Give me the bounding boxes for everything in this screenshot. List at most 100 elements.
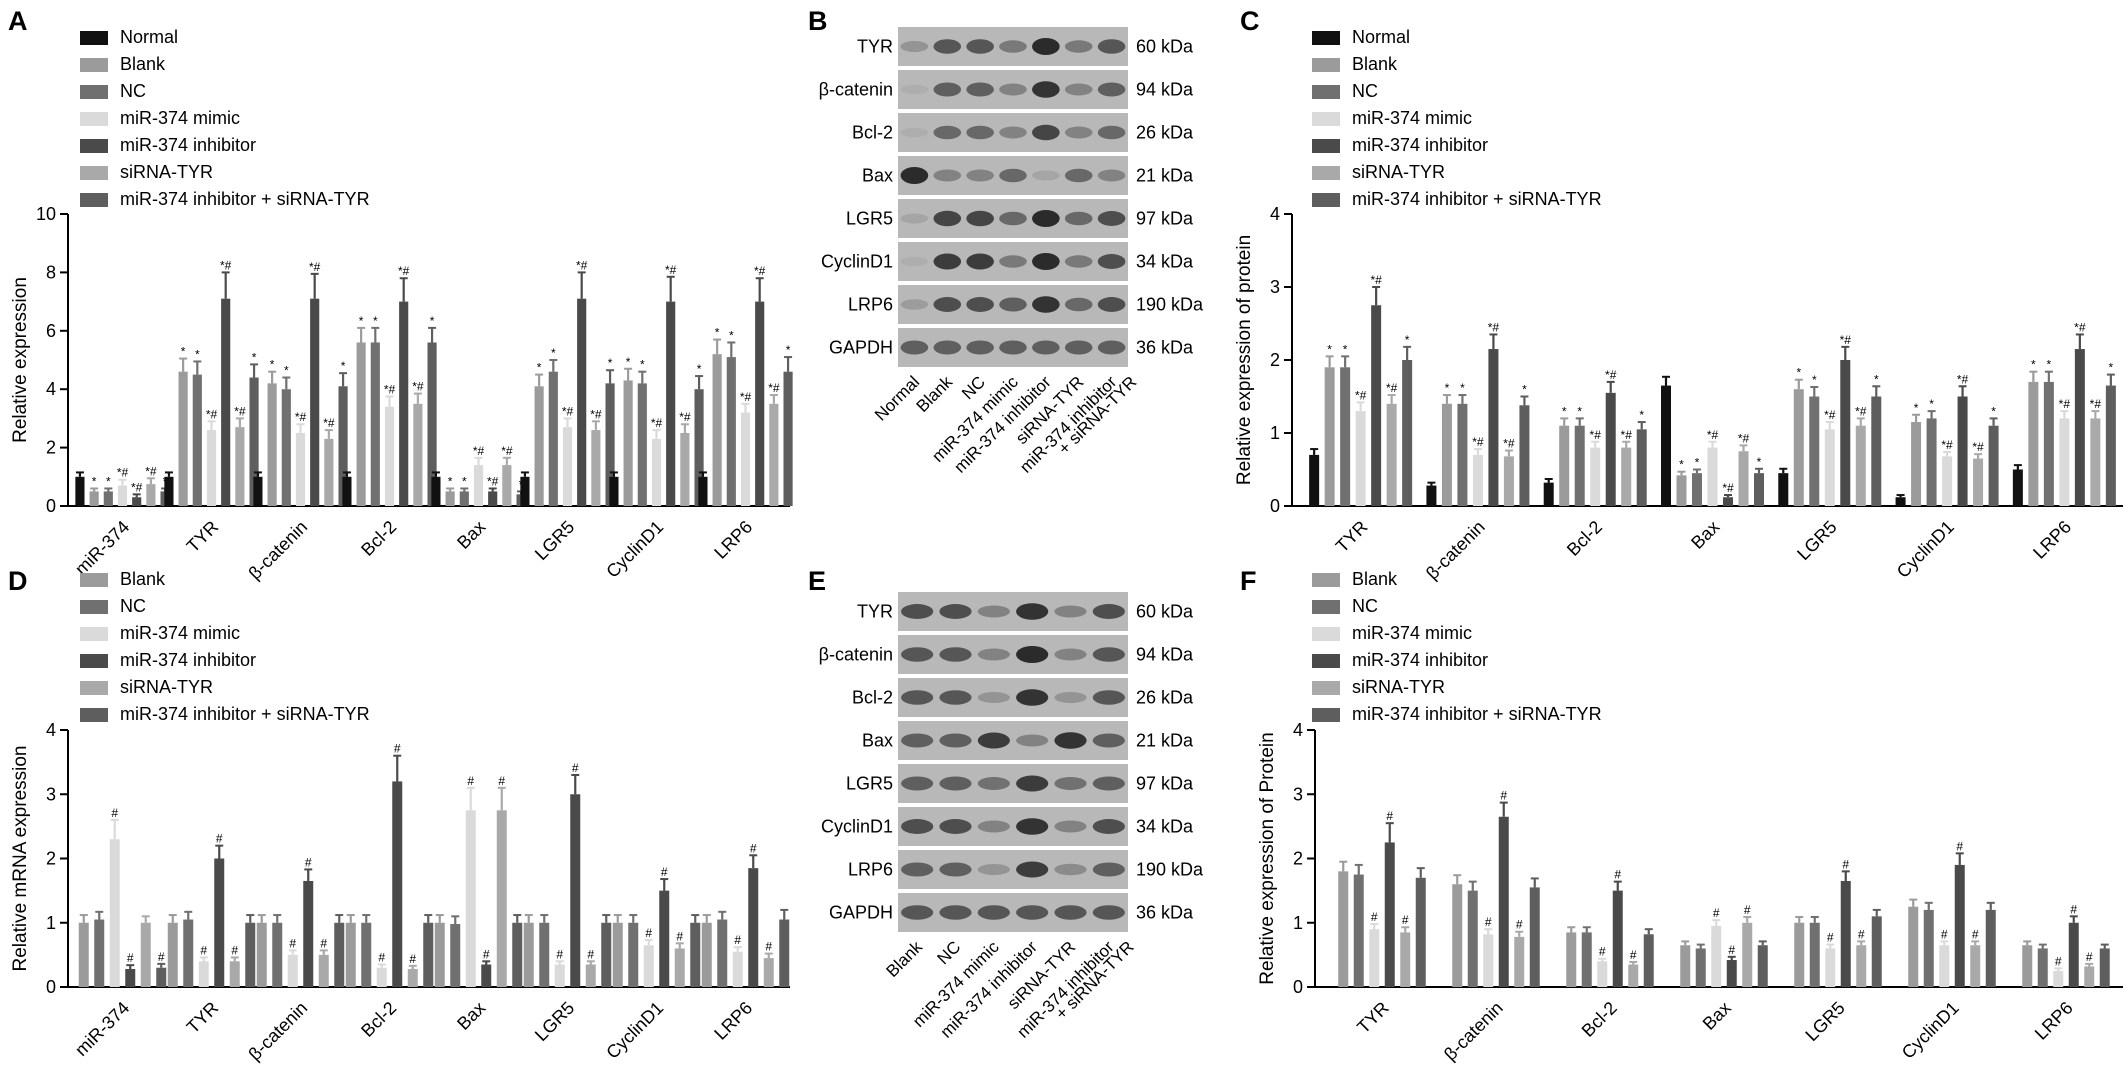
significance-mark: *# <box>1840 333 1852 347</box>
bar-mir-374-inhibitor <box>488 491 498 506</box>
legend-swatch <box>1312 193 1340 207</box>
y-tick-label: 4 <box>1293 720 1303 740</box>
bar-nc <box>726 357 736 506</box>
significance-mark: * <box>551 346 556 360</box>
significance-mark: * <box>697 362 702 376</box>
legend: Normal Blank NC miR-374 mimic miR-374 inhibi… <box>80 27 370 209</box>
bar-blank <box>267 383 277 506</box>
blot-strip <box>898 678 1128 717</box>
significance-mark: # <box>409 952 416 966</box>
bar-mir-374-mimic <box>295 433 306 506</box>
legend-label: siRNA-TYR <box>120 162 213 182</box>
bar-nc <box>459 491 469 506</box>
blot-kda-label: 190 kDa <box>1136 295 1204 315</box>
blot-band <box>900 340 929 355</box>
blot-band <box>900 167 929 184</box>
bar-mir-374-inhibitor-sirna-tyr <box>156 967 167 987</box>
blot-band <box>1097 254 1126 269</box>
bar-blank <box>2022 945 2033 987</box>
significance-mark: # <box>1614 868 1621 882</box>
blot-band <box>933 340 962 355</box>
blot-protein-label: Bcl-2 <box>852 123 893 143</box>
blot-protein-label: Bax <box>862 731 893 751</box>
blot-band <box>900 84 929 95</box>
x-tick-label: CyclinD1 <box>602 998 667 1063</box>
significance-mark: *# <box>768 381 780 395</box>
blot-band <box>901 776 934 791</box>
y-tick-label: 3 <box>46 784 56 804</box>
bar-mir-374-mimic <box>1472 454 1483 506</box>
bar-mir-374-mimic <box>643 945 654 987</box>
bar-mir-374-inhibitor <box>125 969 136 987</box>
bar-mir-374-inhibitor-sirna-tyr <box>1871 916 1882 987</box>
bar-blank <box>1566 932 1577 987</box>
y-tick-label: 4 <box>46 379 56 399</box>
legend-swatch <box>1312 600 1340 614</box>
significance-mark: *# <box>145 464 157 478</box>
blot-e: TYR 60 kDa β-catenin 94 kDa Bcl-2 26 kDa Bax 21… <box>819 592 1204 1042</box>
significance-mark: # <box>467 774 474 788</box>
bar-mir-374-inhibitor <box>1605 392 1616 506</box>
y-tick-label: 0 <box>46 977 56 997</box>
bar-mir-374-inhibitor <box>399 301 409 506</box>
significance-mark: *# <box>1957 372 1969 386</box>
bar-sirna-tyr <box>1742 922 1753 987</box>
bar-mir-374-inhibitor-sirna-tyr <box>2105 385 2116 506</box>
significance-mark: # <box>2070 902 2077 916</box>
bar-normal <box>1778 473 1789 506</box>
x-tick-label: β-catenin <box>1440 998 1507 1065</box>
bar-normal <box>431 476 441 506</box>
blot-protein-label: LRP6 <box>848 295 893 315</box>
blot-kda-label: 60 kDa <box>1136 37 1194 57</box>
bar-nc <box>450 924 461 987</box>
blot-band <box>1064 168 1093 183</box>
blot-band <box>901 690 934 705</box>
bar-blank <box>178 371 188 506</box>
bar-sirna-tyr <box>769 403 779 506</box>
bar-mir-374-inhibitor-sirna-tyr <box>783 371 793 506</box>
x-tick-label: Bax <box>1699 998 1735 1034</box>
significance-mark: * <box>462 474 467 488</box>
legend-swatch <box>80 139 108 153</box>
bar-sirna-tyr <box>1738 451 1749 506</box>
bar-normal <box>1309 454 1320 506</box>
blot-band <box>1064 297 1093 312</box>
blot-protein-label: CyclinD1 <box>821 252 893 272</box>
legend-label: Blank <box>1352 54 1398 74</box>
significance-mark: * <box>1757 455 1762 469</box>
bar-nc <box>1809 922 1820 987</box>
legend-label: siRNA-TYR <box>1352 677 1445 697</box>
significance-mark: # <box>1842 857 1849 871</box>
significance-mark: # <box>216 832 223 846</box>
blot-band <box>1016 734 1049 747</box>
bar-mir-374-inhibitor-sirna-tyr <box>1519 405 1530 506</box>
legend-label: miR-374 inhibitor <box>120 650 256 670</box>
bar-mir-374-mimic <box>206 430 217 506</box>
blot-band <box>1054 820 1087 833</box>
bar-sirna-tyr <box>140 922 151 987</box>
bar-mir-374-inhibitor <box>1957 396 1968 506</box>
blot-band <box>933 125 962 140</box>
significance-mark: *# <box>1488 320 1500 334</box>
bar-blank <box>712 354 722 506</box>
bar-mir-374-inhibitor <box>755 301 765 506</box>
bar-mir-374-mimic <box>117 485 128 506</box>
blot-band <box>1097 340 1126 355</box>
y-tick-label: 2 <box>46 438 56 458</box>
bar-blank <box>1793 389 1804 506</box>
bar-sirna-tyr <box>1628 964 1639 987</box>
blot-band <box>977 905 1010 920</box>
bar-nc <box>1574 425 1585 506</box>
legend-label: miR-374 inhibitor + siRNA-TYR <box>120 704 370 724</box>
bar-sirna-tyr <box>318 954 329 987</box>
bar-normal <box>164 476 174 506</box>
legend-label: NC <box>120 596 146 616</box>
significance-mark: # <box>556 947 563 961</box>
bar-nc <box>628 922 639 987</box>
bar-blank <box>167 922 178 987</box>
bar-sirna-tyr <box>1514 936 1525 987</box>
significance-mark: * <box>2109 361 2114 375</box>
bar-mir-374-inhibitor-sirna-tyr <box>1636 429 1647 506</box>
blot-band <box>1064 255 1093 268</box>
legend-label: miR-374 inhibitor + siRNA-TYR <box>120 189 370 209</box>
